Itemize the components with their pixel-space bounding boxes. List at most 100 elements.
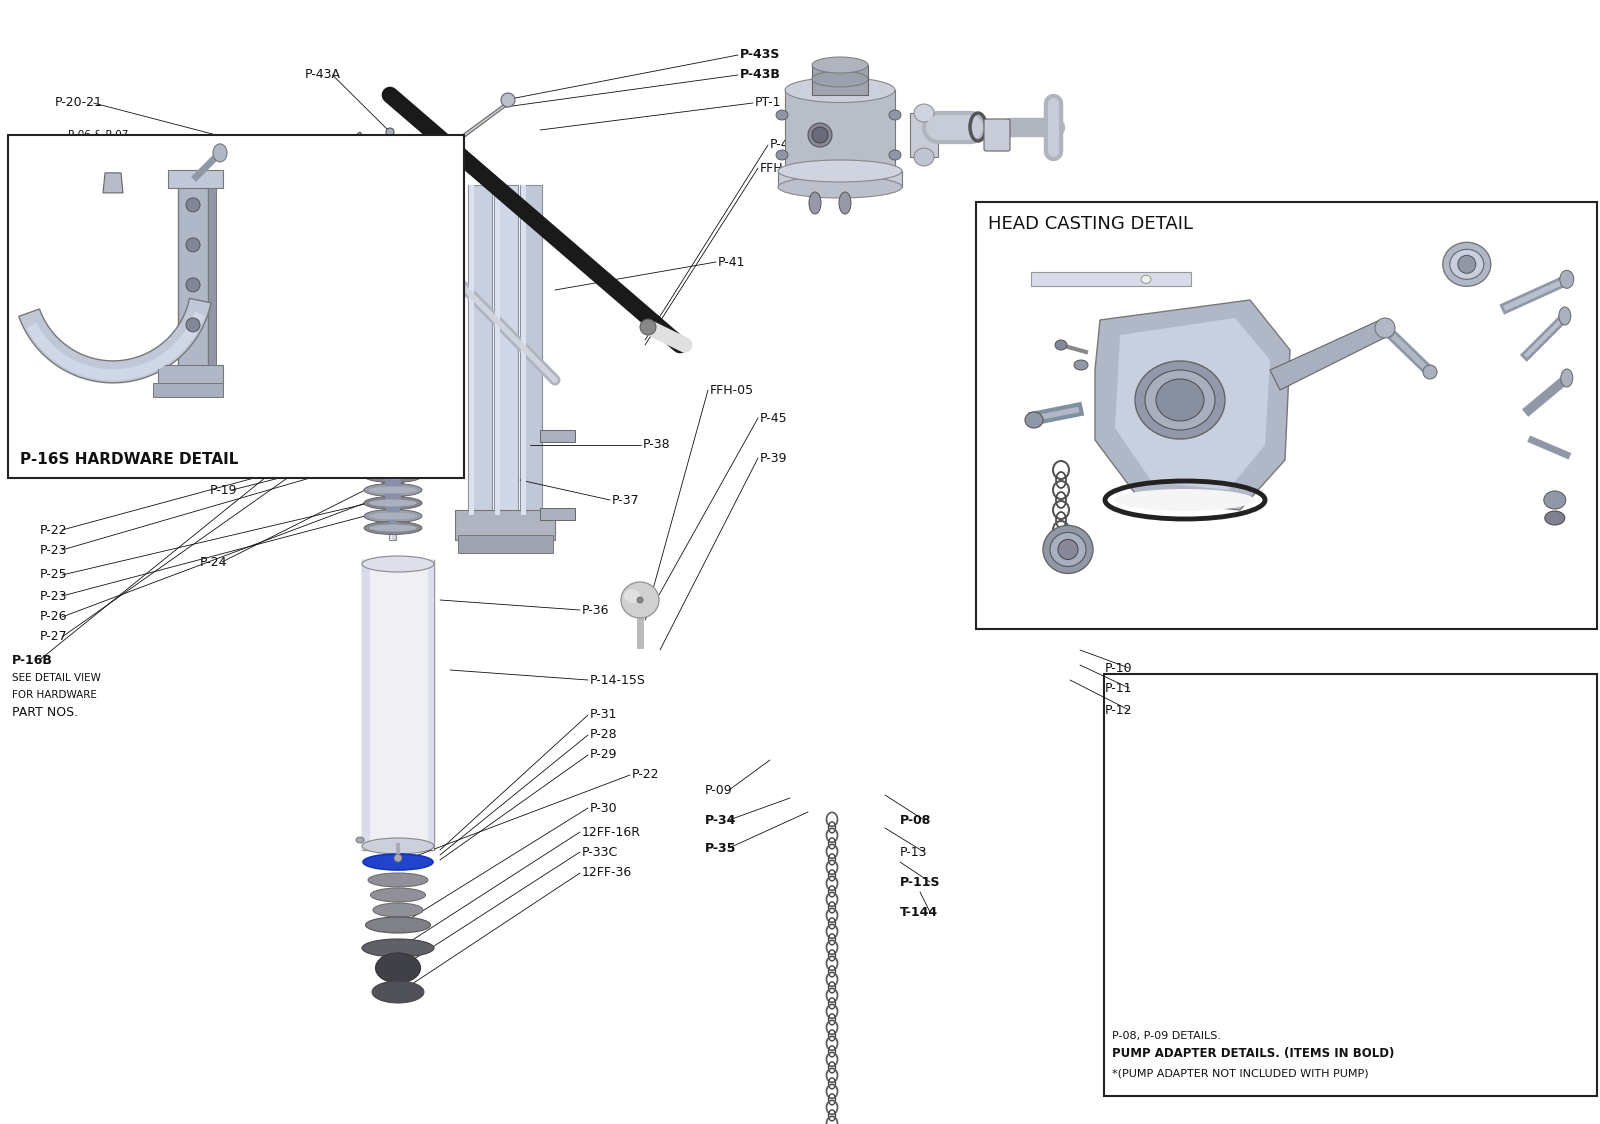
Text: P-25: P-25 [40, 569, 67, 581]
Text: P-43A: P-43A [306, 69, 341, 82]
Text: P-16B: P-16B [26, 256, 67, 270]
Ellipse shape [1054, 339, 1067, 350]
Ellipse shape [1134, 361, 1226, 439]
Text: P-40B: P-40B [1507, 303, 1542, 317]
Text: SEE HEAD: SEE HEAD [30, 386, 93, 399]
Ellipse shape [890, 110, 901, 120]
Text: P-05: P-05 [990, 354, 1018, 366]
Ellipse shape [365, 470, 422, 482]
Text: P-34: P-34 [1122, 898, 1154, 910]
Text: P-30: P-30 [590, 801, 618, 815]
Text: *(PUMP ADAPTER NOT INCLUDED WITH PUMP): *(PUMP ADAPTER NOT INCLUDED WITH PUMP) [1112, 1069, 1368, 1079]
Ellipse shape [1558, 307, 1571, 325]
Ellipse shape [1562, 369, 1573, 387]
Ellipse shape [186, 238, 200, 252]
Ellipse shape [914, 105, 934, 123]
Ellipse shape [376, 953, 421, 984]
Ellipse shape [370, 459, 418, 465]
Polygon shape [350, 225, 440, 312]
Text: P-24: P-24 [200, 555, 227, 569]
Bar [384, 155, 387, 265]
Ellipse shape [370, 472, 418, 480]
Text: P-07: P-07 [1509, 247, 1536, 261]
Ellipse shape [387, 260, 403, 277]
Ellipse shape [640, 319, 656, 335]
Ellipse shape [355, 837, 365, 843]
Text: P-19: P-19 [210, 483, 237, 497]
Bar [494, 185, 499, 515]
Ellipse shape [368, 873, 429, 887]
Ellipse shape [778, 160, 902, 182]
Ellipse shape [1450, 250, 1483, 280]
Text: P-29: P-29 [590, 749, 618, 761]
Text: P-22: P-22 [40, 524, 67, 536]
Polygon shape [1094, 300, 1290, 510]
Ellipse shape [446, 266, 454, 274]
Ellipse shape [1544, 491, 1566, 509]
Ellipse shape [1443, 243, 1491, 287]
Text: P-16A: P-16A [26, 207, 67, 219]
Text: P-13: P-13 [899, 845, 928, 859]
Text: P-44: P-44 [770, 138, 797, 152]
Text: P-26: P-26 [40, 610, 67, 624]
Polygon shape [102, 173, 123, 193]
Bar [786, 90, 894, 180]
Text: P-04: P-04 [990, 334, 1018, 346]
Ellipse shape [362, 839, 434, 854]
Ellipse shape [213, 144, 227, 162]
Text: P-34: P-34 [706, 814, 736, 826]
Text: P-28: P-28 [590, 728, 618, 742]
Text: P-02: P-02 [1507, 483, 1534, 497]
Ellipse shape [374, 250, 414, 287]
Ellipse shape [382, 450, 403, 531]
Ellipse shape [371, 981, 424, 1003]
Bar [434, 265, 451, 275]
Text: 12FF-16R: 12FF-16R [582, 825, 642, 839]
Text: P-11: P-11 [1106, 681, 1133, 695]
Bar [541, 430, 574, 442]
Polygon shape [400, 100, 510, 185]
Text: P-36: P-36 [582, 604, 610, 616]
Text: FFH-05: FFH-05 [710, 383, 754, 397]
Bar [458, 535, 554, 553]
Text: P-20-21: P-20-21 [54, 97, 102, 109]
Bar [541, 508, 574, 520]
Ellipse shape [363, 854, 434, 870]
Ellipse shape [776, 149, 787, 160]
Text: *as installed: *as installed [1509, 265, 1574, 275]
Ellipse shape [1141, 275, 1150, 283]
Bar [434, 250, 451, 260]
Polygon shape [315, 430, 334, 445]
Ellipse shape [810, 192, 821, 214]
Ellipse shape [1026, 413, 1043, 428]
Ellipse shape [370, 499, 418, 507]
Text: SEE DETAIL VIEW: SEE DETAIL VIEW [13, 673, 101, 683]
Text: SEE DETAIL VIEW FOR O-RINGS: SEE DETAIL VIEW FOR O-RINGS [30, 247, 192, 257]
Bar [154, 383, 222, 397]
Bar [522, 185, 526, 515]
Ellipse shape [186, 278, 200, 292]
Bar [1030, 272, 1190, 287]
Bar [208, 175, 216, 375]
Text: P-08: P-08 [1290, 898, 1320, 910]
Text: P-33C: P-33C [582, 845, 618, 859]
Ellipse shape [370, 525, 418, 532]
Text: P-39: P-39 [760, 452, 787, 464]
Ellipse shape [1146, 370, 1214, 430]
Bar [910, 114, 938, 157]
Text: P-31: P-31 [590, 708, 618, 722]
Text: P-08, P-09 (NOT VISIBLE): P-08, P-09 (NOT VISIBLE) [30, 370, 158, 380]
Text: P-35: P-35 [706, 842, 736, 854]
Ellipse shape [1115, 489, 1254, 511]
Text: P-13: P-13 [990, 551, 1018, 564]
Text: P-43S: P-43S [739, 48, 781, 62]
Ellipse shape [186, 198, 200, 212]
Text: P-41: P-41 [718, 255, 746, 269]
Ellipse shape [365, 441, 421, 455]
Text: P-45: P-45 [760, 411, 787, 425]
Bar [362, 560, 434, 850]
Text: P-05: P-05 [78, 162, 106, 174]
Polygon shape [350, 132, 395, 194]
Ellipse shape [370, 487, 418, 493]
Text: P-17: P-17 [30, 303, 61, 317]
